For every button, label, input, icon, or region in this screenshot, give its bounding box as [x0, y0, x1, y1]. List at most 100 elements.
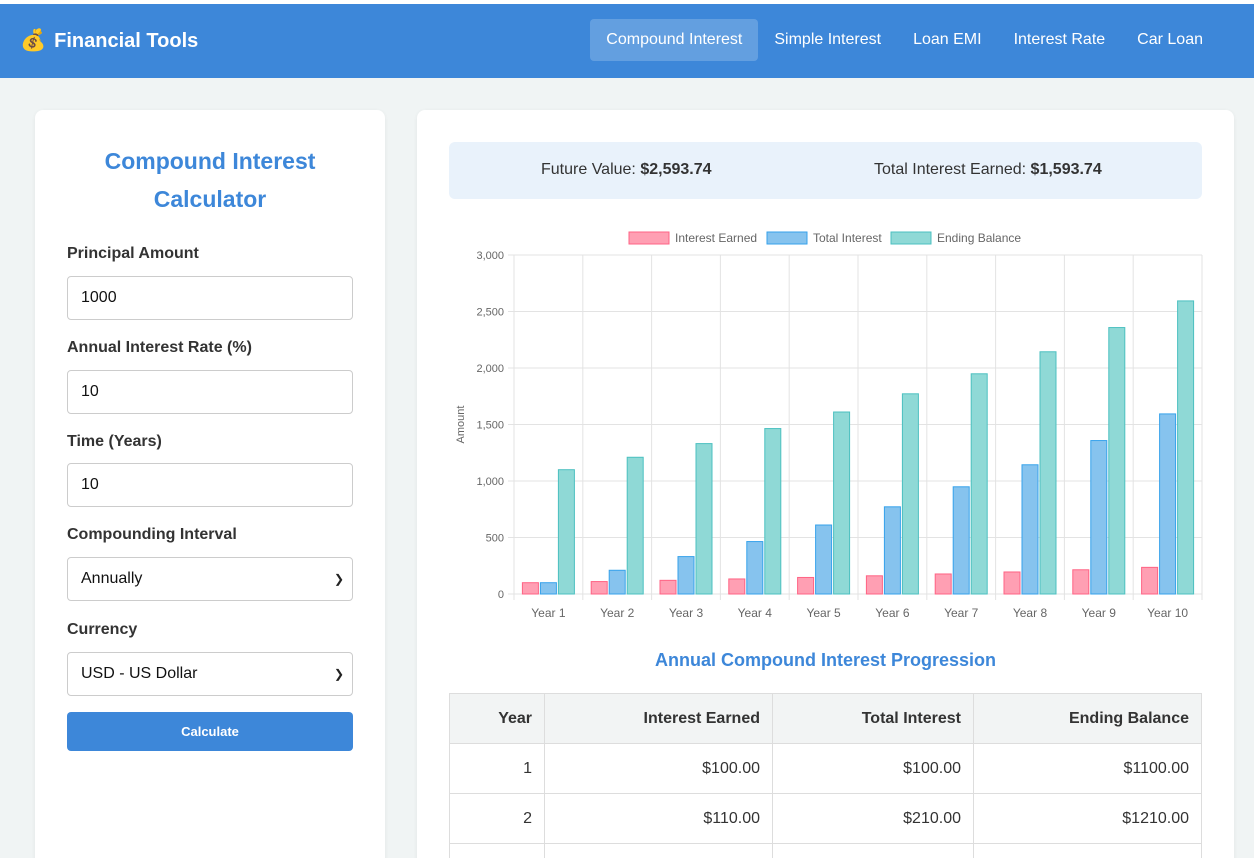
currency-select[interactable]: USD - US Dollar ❯ [67, 652, 353, 696]
y-tick-label: 3,000 [476, 250, 504, 262]
bar-ending-balance [557, 469, 575, 595]
interest-bar-chart: 0 500 1,000 1,500 2,000 2,500 3,000 Amount Year … [455, 231, 1203, 620]
bar-interest-earned [865, 575, 883, 595]
x-tick-label: Year 5 [806, 606, 841, 620]
cell-year: 2 [449, 793, 545, 844]
future-value: Future Value: $2,593.74 [541, 161, 712, 179]
rate-label: Annual Interest Rate (%) [67, 339, 252, 356]
currency-select-value: USD - US Dollar [81, 665, 198, 682]
bar-interest-earned [797, 576, 815, 595]
bar-ending-balance [901, 393, 919, 595]
nav-link-simple-interest[interactable]: Simple Interest [774, 31, 882, 48]
rate-input[interactable]: 10 [67, 370, 353, 414]
cell-total-interest [772, 843, 974, 858]
y-tick-label: 1,500 [476, 420, 504, 432]
legend-swatch [628, 231, 670, 245]
bar-interest-earned [590, 581, 608, 595]
bar-ending-balance [764, 428, 782, 595]
time-input[interactable]: 10 [67, 463, 353, 507]
bar-interest-earned [1003, 571, 1021, 595]
bar-ending-balance [1039, 351, 1057, 595]
nav-link-compound-interest[interactable]: Compound Interest [590, 19, 759, 61]
calculate-button[interactable]: Calculate [67, 712, 353, 751]
bar-total-interest [539, 582, 557, 595]
bar-interest-earned [728, 578, 746, 595]
bar-interest-earned [1072, 569, 1090, 595]
cell-ending-balance: $1210.00 [973, 793, 1202, 844]
cell-interest-earned [544, 843, 773, 858]
nav-link-interest-rate[interactable]: Interest Rate [1013, 31, 1106, 48]
bar-interest-earned [934, 573, 952, 595]
x-tick-label: Year 7 [944, 606, 979, 620]
nav-link-loan-emi[interactable]: Loan EMI [913, 31, 982, 48]
currency-label: Currency [67, 621, 138, 638]
future-value-label: Future Value: [541, 161, 636, 178]
summary-box: Future Value: $2,593.74 Total Interest E… [449, 142, 1202, 199]
legend-label: Total Interest [813, 231, 882, 245]
x-tick-label: Year 9 [1082, 606, 1117, 620]
calculator-title: Compound Interest Calculator [35, 142, 385, 218]
bar-ending-balance [1108, 327, 1126, 595]
header-year: Year [449, 693, 545, 744]
money-bag-icon: 💰 [20, 29, 47, 52]
nav-link-car-loan[interactable]: Car Loan [1137, 31, 1203, 48]
bar-interest-earned [1141, 566, 1159, 595]
x-tick-label: Year 3 [669, 606, 704, 620]
chevron-down-icon: ❯ [333, 667, 344, 681]
bar-total-interest [677, 556, 695, 595]
cell-total-interest: $100.00 [772, 743, 974, 794]
x-tick-label: Year 8 [1013, 606, 1048, 620]
header-ending-balance: Ending Balance [973, 693, 1202, 744]
bar-total-interest [883, 506, 901, 595]
navbar: 💰 Financial Tools Compound Interest Simp… [0, 4, 1254, 78]
total-interest-label: Total Interest Earned: [874, 161, 1027, 178]
calculator-title-line2: Calculator [153, 186, 267, 212]
x-tick-label: Year 4 [738, 606, 773, 620]
y-tick-label: 1,000 [476, 476, 504, 488]
total-interest: Total Interest Earned: $1,593.74 [874, 161, 1102, 179]
cell-interest-earned: $110.00 [544, 793, 773, 844]
calculator-card: Compound Interest Calculator Principal A… [35, 110, 385, 858]
bar-total-interest [746, 541, 764, 595]
legend-label: Interest Earned [675, 231, 757, 245]
results-card: Future Value: $2,593.74 Total Interest E… [417, 110, 1234, 858]
bar-ending-balance [1177, 300, 1195, 595]
bar-interest-earned [659, 579, 677, 595]
brand[interactable]: 💰 Financial Tools [20, 4, 198, 78]
header-interest-earned: Interest Earned [544, 693, 773, 744]
table-row: 2 $110.00 $210.00 $1210.00 [449, 793, 1202, 844]
y-tick-label: 2,500 [476, 307, 504, 319]
progression-table: Year Interest Earned Total Interest Endi… [449, 693, 1202, 858]
table-row [449, 843, 1202, 858]
interval-select[interactable]: Annually ❯ [67, 557, 353, 601]
principal-input[interactable]: 1000 [67, 276, 353, 320]
cell-year [449, 843, 545, 858]
future-value-amount: $2,593.74 [640, 161, 712, 178]
cell-total-interest: $210.00 [772, 793, 974, 844]
interval-label: Compounding Interval [67, 526, 237, 543]
bar-total-interest [952, 486, 970, 595]
interval-select-value: Annually [81, 570, 143, 587]
bar-total-interest [815, 524, 833, 595]
calculator-title-line1: Compound Interest [104, 148, 316, 174]
bar-total-interest [608, 569, 626, 595]
x-tick-label: Year 10 [1147, 606, 1188, 620]
bar-ending-balance [695, 443, 713, 595]
table-row: 1 $100.00 $100.00 $1100.00 [449, 743, 1202, 794]
principal-label: Principal Amount [67, 245, 199, 262]
header-total-interest: Total Interest [772, 693, 974, 744]
bar-ending-balance [626, 456, 644, 595]
time-label: Time (Years) [67, 433, 162, 450]
x-tick-label: Year 6 [875, 606, 910, 620]
legend-swatch [766, 231, 808, 245]
total-interest-amount: $1,593.74 [1030, 161, 1102, 178]
chevron-down-icon: ❯ [333, 572, 344, 586]
legend-swatch [890, 231, 932, 245]
bar-total-interest [1090, 440, 1108, 595]
bar-ending-balance [970, 373, 988, 595]
cell-ending-balance: $1100.00 [973, 743, 1202, 794]
brand-name: Financial Tools [54, 29, 199, 52]
cell-year: 1 [449, 743, 545, 794]
y-axis-label: Amount [455, 406, 467, 444]
cell-interest-earned: $100.00 [544, 743, 773, 794]
